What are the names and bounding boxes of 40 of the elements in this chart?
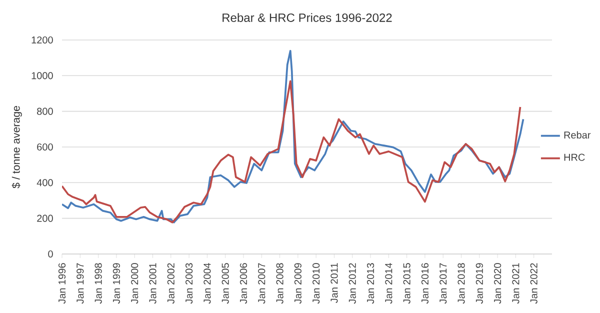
x-tick-label: Jan 2007 [258,263,266,304]
x-tick-label: Jan 2009 [294,263,302,304]
legend-label: HRC [564,154,585,161]
x-tick-label: Jan 2005 [222,263,229,304]
y-tick-label: 1000 [32,72,53,80]
x-tick-label: Jan 2014 [385,263,392,304]
chart-title: Rebar & HRC Prices 1996-2022 [222,13,392,22]
x-tick-label: Jan 2016 [421,263,429,304]
x-tick-label: Jan 2018 [458,263,465,304]
y-tick-label: 600 [37,143,53,151]
x-tick-label: Jan 2020 [494,263,502,304]
y-axis-title: $ / tonne average [12,106,22,188]
x-tick-label: Jan 2021 [512,263,520,304]
y-tick-label: 1200 [32,36,53,44]
x-tick-label: Jan 2001 [149,263,156,304]
x-tick-label: Jan 1996 [58,263,66,304]
x-tick-label: Jan 2003 [186,263,193,304]
x-tick-label: Jan 1999 [112,263,120,304]
x-tick-label: Jan 2011 [330,263,338,303]
legend-label: Rebar [564,131,591,139]
x-tick-label: Jan 1997 [76,263,84,304]
x-tick-label: Jan 2000 [131,263,138,304]
x-tick-label: Jan 2019 [476,263,483,304]
y-tick-label: 800 [37,108,53,115]
line-series [62,50,524,224]
x-tick-label: Jan 2015 [403,263,410,304]
y-tick-label: 200 [37,214,53,222]
x-tick-label: Jan 2012 [348,263,356,304]
x-tick-label: Jan 2008 [276,263,284,304]
x-tick-label: Jan 2002 [167,263,174,304]
x-tick-label: Jan 2010 [312,263,320,304]
x-tick-label: Jan 2006 [240,263,248,304]
x-tick-label: Jan 2004 [204,263,211,304]
line-series [62,80,522,224]
x-tick-label: Jan 2022 [530,263,538,304]
x-tick-label: Jan 2017 [440,263,447,304]
y-tick-label: 0 [48,250,53,258]
x-tick-label: Jan 2013 [366,263,374,304]
y-tick-label: 400 [36,179,53,186]
x-tick-label: Jan 1998 [94,263,102,304]
